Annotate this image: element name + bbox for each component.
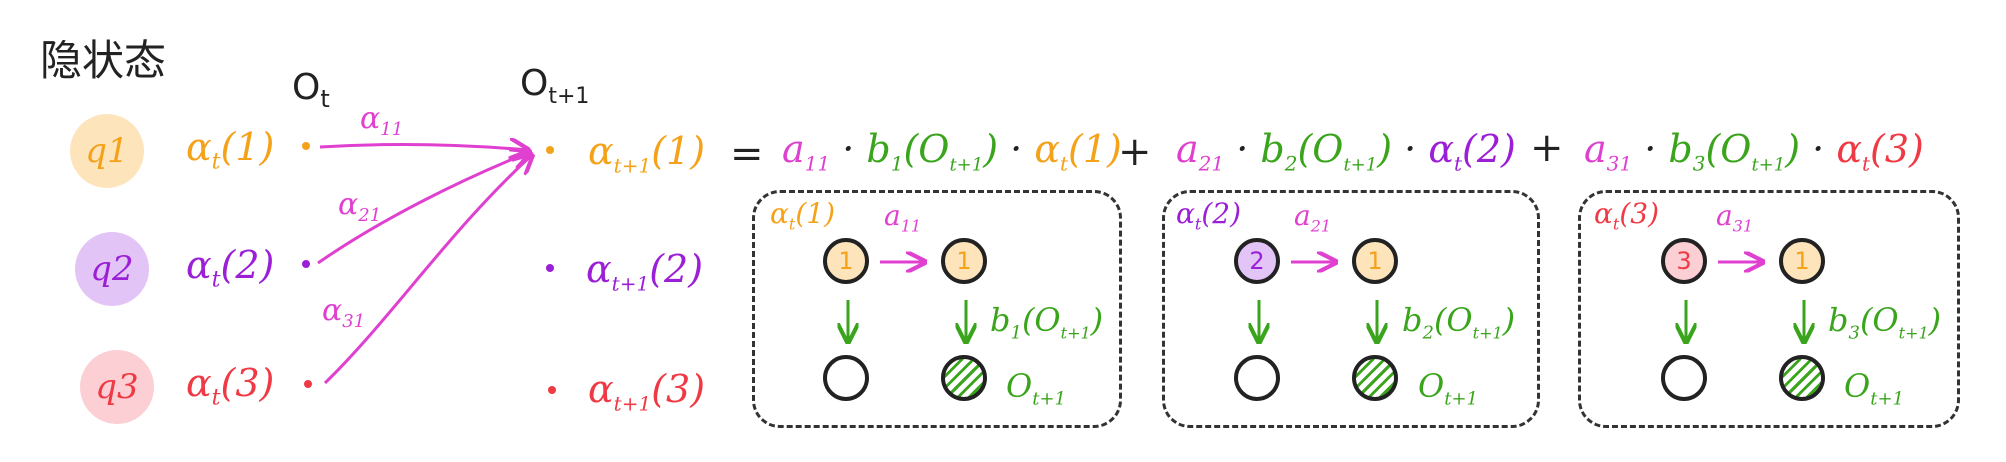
panel-3-to-node: 1 (1779, 238, 1825, 284)
equation-term-2: a21 · b2(Ot+1) · αt(2) (1176, 127, 1516, 176)
equation-term-3: a31 · b3(Ot+1) · αt(3) (1584, 127, 1924, 176)
alpha-t1-1: αt+1(1) (588, 129, 706, 178)
panel-3-from-node: 3 (1661, 238, 1707, 284)
alpha-t-1: αt(1) (186, 125, 275, 175)
node-t1-1 (546, 146, 554, 154)
alpha-t1-3: αt+1(3) (588, 367, 706, 416)
alpha-t1-2: αt+1(2) (586, 247, 704, 296)
hidden-state-title: 隐状态 (40, 36, 167, 85)
node-t-3 (304, 380, 312, 388)
panel-1-obs-label: Ot+1 (1006, 367, 1067, 410)
panel-1 (752, 190, 1122, 428)
panel-2-from-node: 2 (1234, 238, 1280, 284)
plus-sign-1: + (1118, 129, 1152, 175)
panel-3-empty-obs (1661, 355, 1707, 401)
transition-label-a11: α11 (360, 101, 404, 140)
panel-1-from-node: 1 (823, 238, 869, 284)
node-t1-2 (546, 264, 554, 272)
state-q3: q3 (80, 350, 154, 424)
node-t-1 (302, 142, 310, 150)
state-q1: q1 (70, 114, 144, 188)
panel-2-to-node: 1 (1352, 238, 1398, 284)
panel-2-emission: b2(Ot+1) (1402, 301, 1516, 344)
equation-term-1: a11 · b1(Ot+1) · αt(1) (782, 127, 1122, 176)
panel-3-obs-label: Ot+1 (1844, 367, 1905, 410)
panel-1-empty-obs (823, 355, 869, 401)
panel-2-obs-label: Ot+1 (1418, 367, 1479, 410)
panel-3-emission: b3(Ot+1) (1828, 301, 1942, 344)
state-q2: q2 (75, 232, 149, 306)
panel-1-arrows (848, 262, 966, 342)
node-t-2 (302, 260, 310, 268)
panel-3-alpha: αt(3) (1594, 197, 1660, 234)
panel-2-empty-obs (1234, 355, 1280, 401)
panel-2-alpha: αt(2) (1176, 197, 1242, 234)
panel-3-transition: a31 (1716, 199, 1754, 236)
panel-2 (1162, 190, 1540, 428)
transition-arrow-a21 (317, 152, 530, 265)
plus-sign-2: + (1530, 125, 1564, 171)
panel-3-arrows (1686, 262, 1804, 342)
transition-arrow-a31 (323, 155, 532, 385)
equals-sign: = (730, 131, 764, 177)
transition-arrow-a11 (319, 144, 528, 150)
panel-3-observed-obs (1779, 355, 1825, 401)
node-t1-3 (548, 386, 556, 394)
obs-t-label: Ot (292, 67, 330, 114)
transition-label-a31: α31 (322, 293, 366, 332)
alpha-t-3: αt(3) (186, 361, 275, 411)
panel-1-observed-obs (941, 355, 987, 401)
obs-t1-label: Ot+1 (520, 63, 590, 110)
panel-1-emission: b1(Ot+1) (990, 301, 1104, 344)
panel-1-transition: a11 (884, 199, 922, 236)
panel-3 (1578, 190, 1960, 428)
panel-2-observed-obs (1352, 355, 1398, 401)
transition-label-a21: α21 (338, 187, 382, 226)
panel-2-transition: a21 (1294, 199, 1332, 236)
panel-1-to-node: 1 (941, 238, 987, 284)
panel-1-alpha: αt(1) (770, 197, 836, 234)
alpha-t-2: αt(2) (186, 243, 275, 293)
panel-2-arrows (1259, 262, 1377, 342)
